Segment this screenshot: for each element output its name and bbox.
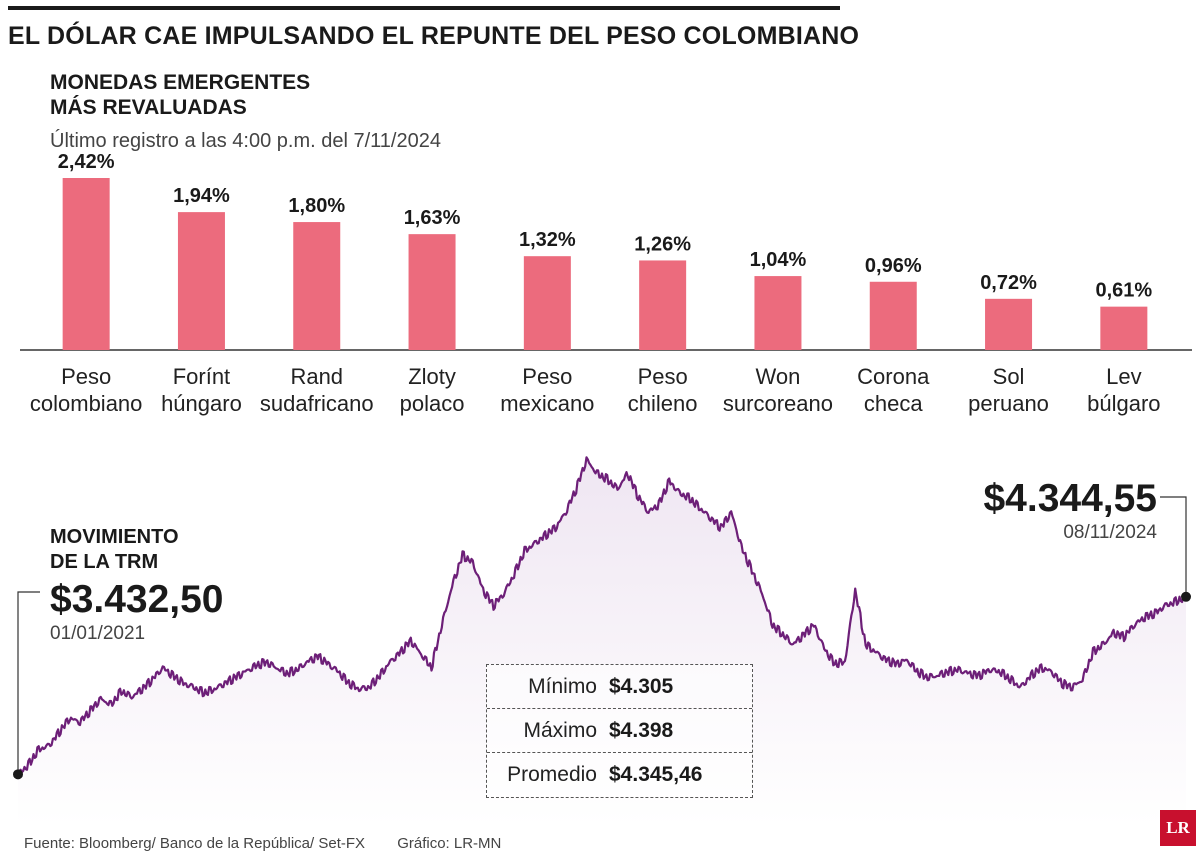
source-text: Fuente: Bloomberg/ Banco de la República… xyxy=(24,835,366,852)
bar-category-label: Won xyxy=(756,364,801,389)
trm-line-chart xyxy=(13,456,1191,826)
bar-chart-note: Último registro a las 4:00 p.m. del 7/11… xyxy=(50,130,441,152)
bar xyxy=(408,234,456,350)
stats-row-min: Mínimo $4.305 xyxy=(487,665,752,709)
trm-area xyxy=(18,457,1186,826)
bar-chart-subtitle: MONEDAS EMERGENTES MÁS REVALUADAS xyxy=(50,70,310,120)
trm-label: MOVIMIENTO DE LA TRM xyxy=(50,525,179,575)
trm-label-line2: DE LA TRM xyxy=(50,551,159,573)
bar-category-label: chileno xyxy=(628,391,698,416)
bar-category-label: Peso xyxy=(61,364,111,389)
bar-category-label: Zloty xyxy=(408,364,456,389)
bar-category-label: Forínt xyxy=(173,364,230,389)
graphic-credit: Gráfico: LR-MN xyxy=(397,835,502,852)
bar-category-label: búlgaro xyxy=(1087,391,1160,416)
bar xyxy=(754,276,802,350)
bar xyxy=(1100,306,1148,350)
bar-category-label: mexicano xyxy=(500,391,594,416)
trm-start-value: $3.432,50 xyxy=(50,578,224,621)
bar-chart-subtitle-line2: MÁS REVALUADAS xyxy=(50,96,247,119)
bar-value-label: 0,96% xyxy=(865,255,922,277)
bar-value-label: 1,94% xyxy=(173,185,230,207)
stats-avg-label: Promedio xyxy=(507,763,597,786)
bar-category-label: Peso xyxy=(522,364,572,389)
bar xyxy=(639,260,687,350)
bar-value-label: 1,80% xyxy=(288,195,345,217)
stats-box: Mínimo $4.305 Máximo $4.398 Promedio $4.… xyxy=(486,664,753,798)
trm-end-date: 08/11/2024 xyxy=(1063,522,1157,543)
bar xyxy=(293,222,341,350)
bar-category-label: Peso xyxy=(638,364,688,389)
bar-category-label: Corona xyxy=(857,364,930,389)
stats-max-value: $4.398 xyxy=(609,718,674,742)
trm-end-point xyxy=(1181,591,1191,602)
bar-category-label: Sol xyxy=(993,364,1025,389)
bar-category-label: polaco xyxy=(400,391,465,416)
trm-start-point xyxy=(13,769,23,780)
bar-category-label: peruano xyxy=(968,391,1049,416)
stats-min-value: $4.305 xyxy=(609,674,674,698)
trm-label-line1: MOVIMIENTO xyxy=(50,526,179,548)
bar xyxy=(523,256,571,350)
stats-min-label: Mínimo xyxy=(528,674,597,698)
bar-category-label: húngaro xyxy=(161,391,242,416)
bar xyxy=(62,178,110,350)
start-leader-line xyxy=(17,591,40,775)
bar-category-label: Rand xyxy=(290,364,343,389)
top-rule xyxy=(8,6,840,10)
page-title: EL DÓLAR CAE IMPULSANDO EL REPUNTE DEL P… xyxy=(8,22,860,50)
stats-row-max: Máximo $4.398 xyxy=(487,709,752,753)
bar-value-label: 0,72% xyxy=(980,272,1037,294)
bar-category-label: checa xyxy=(864,391,923,416)
bar-category-label: surcoreano xyxy=(723,391,833,416)
bar-value-label: 0,61% xyxy=(1095,280,1152,302)
bar-category-label: Lev xyxy=(1106,364,1141,389)
stats-row-avg: Promedio $4.345,46 xyxy=(487,753,752,797)
trm-start-date: 01/01/2021 xyxy=(50,623,146,644)
bar-value-label: 1,26% xyxy=(634,233,691,255)
bar-value-label: 1,63% xyxy=(404,207,461,229)
trm-line xyxy=(16,456,1188,775)
stats-avg-value: $4.345,46 xyxy=(609,763,703,786)
bar xyxy=(177,212,225,350)
end-leader-line xyxy=(1160,496,1187,597)
source-note: Fuente: Bloomberg/ Banco de la República… xyxy=(24,835,529,852)
bar-category-label: sudafricano xyxy=(260,391,374,416)
trm-end-value: $4.344,55 xyxy=(983,477,1157,520)
bar-chart: 2,42%Pesocolombiano1,94%Forínthúngaro1,8… xyxy=(20,151,1192,416)
lr-logo: LR xyxy=(1160,810,1196,846)
bar xyxy=(985,298,1033,350)
bar-value-label: 2,42% xyxy=(58,151,115,173)
bar-value-label: 1,04% xyxy=(750,249,807,271)
bar-chart-subtitle-line1: MONEDAS EMERGENTES xyxy=(50,71,311,94)
stats-max-label: Máximo xyxy=(523,718,597,742)
bar xyxy=(869,281,917,350)
bar-category-label: colombiano xyxy=(30,391,143,416)
bar-value-label: 1,32% xyxy=(519,229,576,251)
